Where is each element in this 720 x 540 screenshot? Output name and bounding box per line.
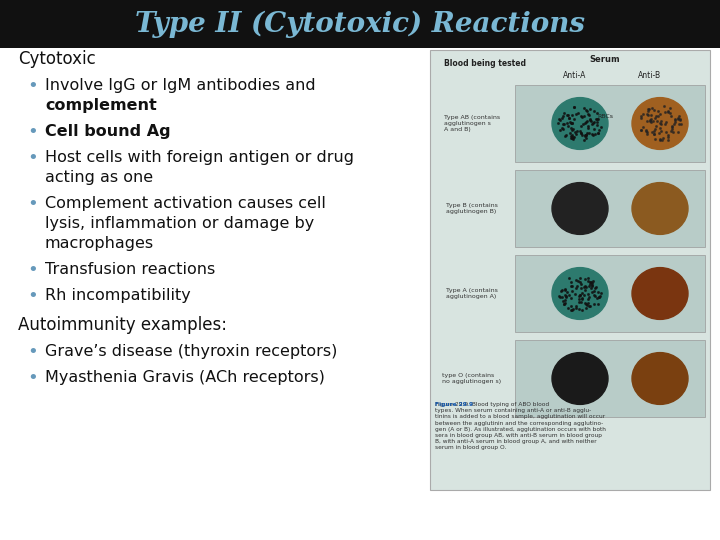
- Ellipse shape: [632, 268, 688, 319]
- Text: lysis, inflammation or damage by: lysis, inflammation or damage by: [45, 216, 314, 231]
- Ellipse shape: [552, 268, 608, 319]
- Ellipse shape: [552, 98, 608, 150]
- Text: complement: complement: [45, 98, 157, 113]
- Text: type O (contains
no agglutinogen s): type O (contains no agglutinogen s): [442, 373, 502, 384]
- Text: Type B (contains
agglutinogen B): Type B (contains agglutinogen B): [446, 203, 498, 214]
- Text: •: •: [27, 195, 37, 213]
- Text: Type II (Cytotoxic) Reactions: Type II (Cytotoxic) Reactions: [135, 10, 585, 38]
- Text: Complement activation causes cell: Complement activation causes cell: [45, 196, 326, 211]
- Ellipse shape: [632, 183, 688, 234]
- Text: •: •: [27, 369, 37, 387]
- Text: •: •: [27, 343, 37, 361]
- Bar: [515, 170, 705, 247]
- Text: Autoimmunity examples:: Autoimmunity examples:: [18, 316, 227, 334]
- Bar: [515, 85, 705, 162]
- Text: Figure 29.9: Figure 29.9: [435, 402, 473, 407]
- Text: Cell bound Ag: Cell bound Ag: [45, 124, 171, 139]
- Text: macrophages: macrophages: [45, 236, 154, 251]
- Text: •: •: [27, 149, 37, 167]
- Text: •: •: [27, 123, 37, 141]
- Bar: [515, 255, 705, 332]
- Text: Cytotoxic: Cytotoxic: [18, 50, 96, 68]
- Text: Transfusion reactions: Transfusion reactions: [45, 262, 215, 277]
- Text: Myasthenia Gravis (ACh receptors): Myasthenia Gravis (ACh receptors): [45, 370, 325, 385]
- Text: Anti-B: Anti-B: [639, 71, 662, 79]
- Text: Figure 29.9  Blood typing of ABO blood
types. When serum containing anti-A or an: Figure 29.9 Blood typing of ABO blood ty…: [435, 402, 606, 450]
- Text: Blood being tested: Blood being tested: [444, 59, 526, 69]
- Text: Serum: Serum: [590, 56, 621, 64]
- Text: •: •: [27, 287, 37, 305]
- Text: Anti-A: Anti-A: [563, 71, 587, 79]
- Ellipse shape: [552, 353, 608, 404]
- Text: Involve IgG or IgM antibodies and: Involve IgG or IgM antibodies and: [45, 78, 315, 93]
- Text: Host cells with foreign antigen or drug: Host cells with foreign antigen or drug: [45, 150, 354, 165]
- Text: Grave’s disease (thyroxin receptors): Grave’s disease (thyroxin receptors): [45, 344, 338, 359]
- Text: RBCs: RBCs: [597, 114, 613, 119]
- Ellipse shape: [552, 183, 608, 234]
- Bar: [0, 0, 720, 48]
- Text: Type AB (contains
agglutinogen s
A and B): Type AB (contains agglutinogen s A and B…: [444, 115, 500, 132]
- Text: Type A (contains
agglutinogen A): Type A (contains agglutinogen A): [446, 288, 498, 299]
- Text: Rh incompatibility: Rh incompatibility: [45, 288, 191, 303]
- Text: •: •: [27, 77, 37, 95]
- Ellipse shape: [632, 353, 688, 404]
- Text: •: •: [27, 261, 37, 279]
- Bar: [430, 50, 710, 490]
- Text: acting as one: acting as one: [45, 170, 153, 185]
- Bar: [515, 340, 705, 417]
- Ellipse shape: [632, 98, 688, 150]
